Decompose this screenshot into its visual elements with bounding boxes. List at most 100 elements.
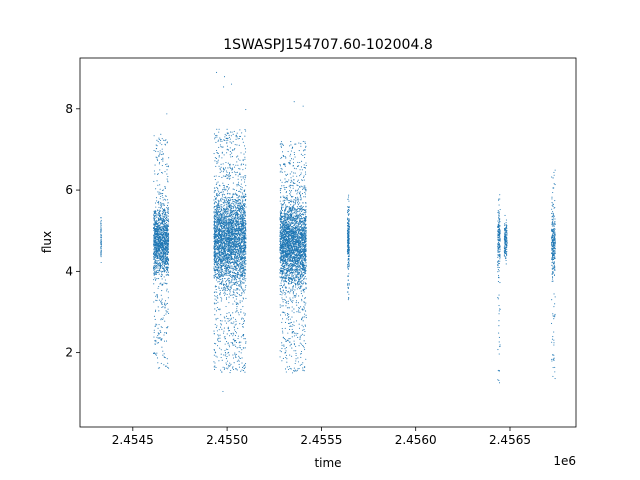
data-point (224, 278, 226, 280)
data-point (241, 132, 243, 134)
data-point (165, 242, 167, 244)
data-point (216, 245, 218, 247)
data-point (167, 220, 169, 222)
data-point (227, 132, 229, 134)
data-point (155, 156, 157, 158)
data-point (153, 274, 155, 276)
data-point (223, 169, 225, 171)
data-point (165, 259, 168, 262)
data-point (155, 232, 157, 235)
data-point (166, 169, 168, 171)
data-point (154, 239, 157, 241)
data-point (225, 207, 227, 209)
data-point (234, 205, 236, 207)
data-point (242, 267, 244, 269)
data-point (235, 295, 237, 297)
data-point (164, 262, 166, 264)
data-point (215, 218, 217, 221)
data-point (235, 136, 237, 138)
data-point (228, 364, 230, 366)
data-point (159, 204, 162, 206)
data-point (233, 321, 235, 323)
data-point (159, 232, 161, 234)
data-point (240, 259, 242, 261)
data-point (236, 258, 238, 260)
data-point (228, 205, 230, 207)
data-point (216, 205, 218, 207)
data-point (240, 218, 242, 220)
data-point (243, 163, 245, 165)
data-point (229, 223, 231, 225)
data-point (221, 151, 223, 153)
data-point (216, 257, 218, 259)
data-point (220, 296, 222, 298)
data-point (237, 233, 239, 235)
data-point (165, 251, 167, 253)
data-point (239, 135, 242, 137)
data-point (222, 175, 224, 177)
data-point (164, 219, 166, 221)
data-point (242, 218, 244, 220)
data-point (239, 204, 241, 206)
data-point (232, 339, 234, 341)
data-point (232, 332, 234, 334)
data-point (235, 203, 237, 205)
data-point (215, 318, 217, 320)
data-point (235, 273, 237, 275)
data-point (226, 356, 228, 358)
data-point (159, 207, 162, 209)
data-point (215, 258, 217, 261)
data-point (224, 188, 226, 190)
data-point (158, 333, 160, 335)
data-point (214, 160, 216, 162)
data-point (214, 187, 216, 189)
data-point (158, 237, 160, 239)
data-point (157, 241, 159, 243)
data-point (154, 217, 156, 219)
data-point (224, 289, 226, 291)
data-point (158, 236, 160, 238)
data-point (153, 315, 155, 317)
data-point (216, 203, 218, 205)
data-point (222, 193, 224, 195)
data-point (215, 366, 217, 369)
data-point (160, 276, 163, 278)
data-point (219, 275, 221, 277)
data-point (243, 197, 245, 199)
data-point (232, 247, 234, 249)
data-point (244, 264, 246, 266)
data-point (229, 227, 231, 229)
data-point (222, 236, 224, 238)
data-point (235, 256, 238, 258)
data-point (227, 250, 229, 252)
data-point (232, 317, 234, 319)
data-point (157, 159, 159, 162)
data-point (153, 267, 155, 269)
data-point (163, 235, 165, 237)
data-point (233, 262, 235, 264)
data-point (233, 230, 235, 232)
data-point (243, 249, 245, 252)
data-point (167, 219, 169, 221)
data-point (219, 221, 221, 223)
data-point (159, 236, 161, 238)
data-point (237, 289, 239, 291)
data-point (161, 229, 163, 231)
data-point (241, 214, 244, 216)
data-point (241, 241, 243, 243)
data-point (215, 327, 217, 329)
data-point (240, 152, 242, 154)
data-point (229, 372, 231, 374)
data-point (245, 224, 247, 226)
data-point (229, 163, 231, 165)
data-point (235, 279, 237, 281)
data-point (153, 180, 155, 182)
data-point (245, 130, 247, 132)
data-point (158, 257, 160, 259)
data-point (224, 270, 226, 272)
data-point (220, 245, 222, 247)
data-point (158, 209, 160, 211)
data-point (220, 255, 222, 257)
data-point (157, 260, 159, 262)
data-point (242, 270, 244, 272)
